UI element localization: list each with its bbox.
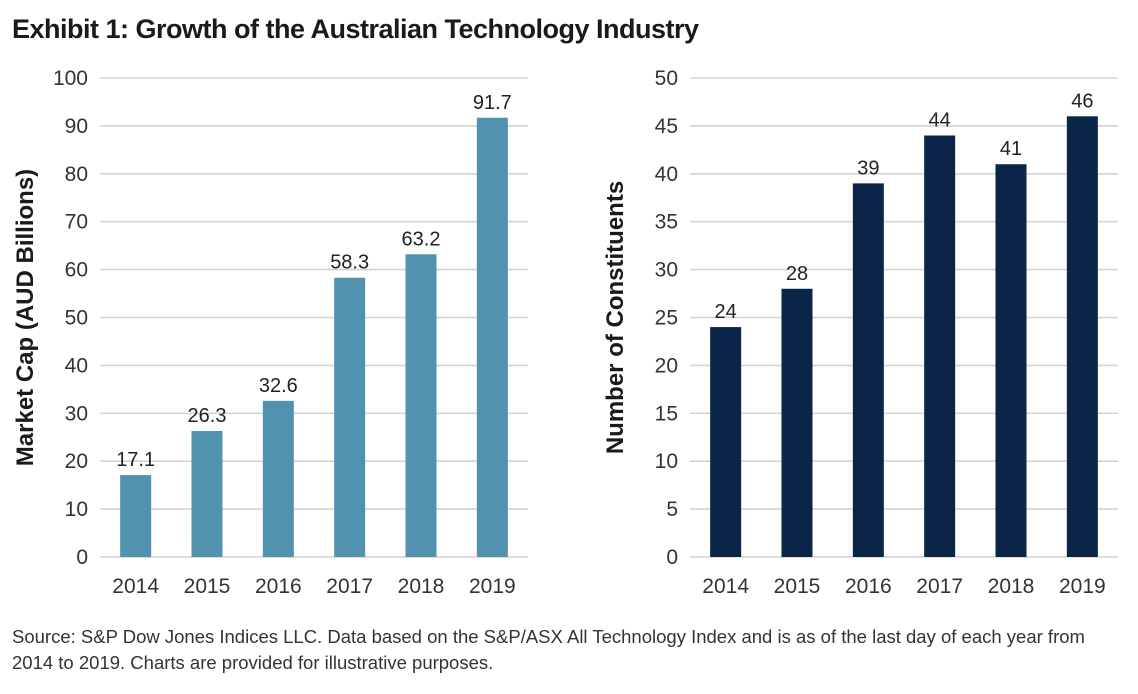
y-tick-label: 40 [655, 163, 678, 186]
market-cap-chart: 0 10 20 30 40 50 60 70 80 90 100 17.1 2014 26.3 2015 32… [0, 60, 560, 615]
bar [334, 277, 366, 557]
x-tick-label: 2018 [988, 575, 1035, 598]
y-tick-label: 0 [666, 546, 678, 569]
y-tick-label: 20 [65, 450, 88, 473]
y-tick-label: 90 [65, 115, 88, 138]
y-tick-label: 20 [655, 354, 678, 377]
y-tick-label: 45 [655, 115, 678, 138]
x-tick-label: 2015 [774, 575, 821, 598]
x-tick-label: 2017 [916, 575, 963, 598]
bar [995, 164, 1027, 557]
y-tick-label: 30 [655, 259, 678, 282]
data-label: 44 [929, 109, 951, 131]
bar [781, 288, 813, 557]
x-tick-label: 2015 [184, 575, 231, 598]
bar [1066, 116, 1098, 557]
data-label: 46 [1071, 90, 1093, 112]
data-label: 41 [1000, 138, 1022, 160]
y-tick-label: 10 [65, 498, 88, 521]
market-cap-chart-svg: 0 10 20 30 40 50 60 70 80 90 100 17.1 2014 26.3 2015 32… [12, 67, 528, 598]
data-label: 32.6 [259, 375, 298, 397]
constituents-chart: 0 5 10 15 20 25 30 35 40 45 50 24 2014 28 2015 39 2016 44… [580, 60, 1138, 615]
y-tick-label: 80 [65, 163, 88, 186]
exhibit-title: Exhibit 1: Growth of the Australian Tech… [12, 14, 699, 44]
data-label: 58.3 [330, 252, 369, 274]
x-tick-label: 2019 [469, 575, 516, 598]
x-tick-label: 2019 [1059, 575, 1106, 598]
bar [120, 475, 152, 557]
y-tick-label: 25 [655, 307, 678, 330]
data-label: 63.2 [402, 228, 441, 250]
x-tick-label: 2018 [398, 575, 445, 598]
bar [476, 117, 508, 557]
data-label: 91.7 [473, 92, 512, 114]
source-note: Source: S&P Dow Jones Indices LLC. Data … [12, 626, 1085, 673]
y-tick-label: 35 [655, 211, 678, 234]
y-tick-label: 50 [65, 307, 88, 330]
data-label: 17.1 [116, 449, 155, 471]
y-tick-label: 50 [655, 67, 678, 90]
y-tick-label: 0 [76, 546, 88, 569]
x-tick-label: 2016 [845, 575, 892, 598]
x-tick-label: 2014 [702, 575, 749, 598]
y-tick-label: 5 [666, 498, 678, 521]
x-tick-label: 2014 [112, 575, 159, 598]
bar [852, 183, 884, 557]
x-tick-label: 2017 [326, 575, 373, 598]
data-label: 39 [857, 157, 879, 179]
x-tick-label: 2016 [255, 575, 302, 598]
y-tick-label: 10 [655, 450, 678, 473]
y-axis-label: Market Cap (AUD Billions) [12, 169, 39, 466]
bar [405, 254, 437, 557]
y-tick-label: 15 [655, 402, 678, 425]
bar [191, 431, 223, 557]
y-tick-label: 70 [65, 211, 88, 234]
bar [924, 135, 956, 557]
y-tick-label: 40 [65, 354, 88, 377]
data-label: 26.3 [188, 405, 227, 427]
data-label: 28 [786, 263, 808, 285]
y-axis-label: Number of Constituents [602, 181, 629, 454]
y-tick-label: 30 [65, 402, 88, 425]
y-tick-label: 60 [65, 259, 88, 282]
bar [710, 327, 742, 557]
constituents-chart-svg: 0 5 10 15 20 25 30 35 40 45 50 24 2014 28 2015 39 2016 44… [602, 67, 1118, 598]
bar [262, 400, 294, 557]
data-label: 24 [715, 301, 737, 323]
y-tick-label: 100 [53, 67, 88, 90]
